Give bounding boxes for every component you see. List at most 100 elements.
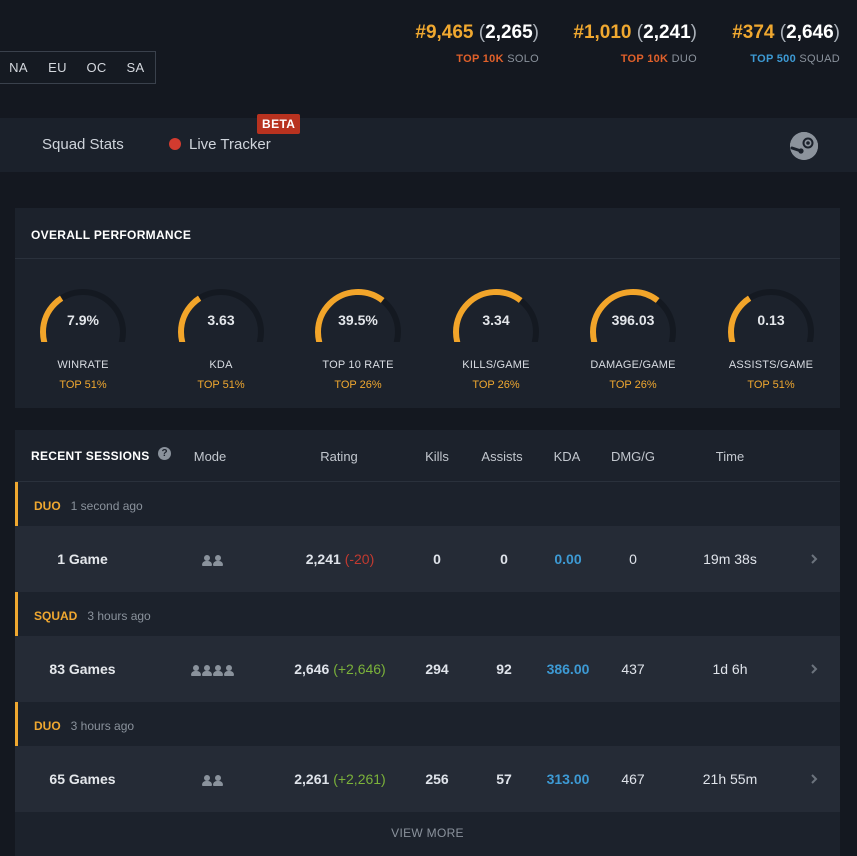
session-time-ago: 3 hours ago [87,609,151,623]
region-filter: NA EU OC SA [0,51,156,84]
player-icon [202,774,212,786]
col-kda: KDA [553,449,581,464]
gauge-5: 0.13 ASSISTS/GAME TOP 51% [716,286,826,391]
col-rating: Rating [320,449,358,464]
rank-mode: SOLO [507,53,539,65]
tab-squad-stats[interactable]: Squad Stats [42,136,124,153]
rank-number: #9,465 [415,22,474,43]
steam-icon[interactable] [790,132,818,160]
session-group: DUO 3 hours ago 65 Games 2,261 (+2,261) 2… [15,702,840,812]
rating-delta: (+2,646) [333,661,386,677]
session-row[interactable]: 65 Games 2,261 (+2,261) 256 57 313.00 46… [15,746,840,812]
gauge-arc [728,288,814,342]
session-group: DUO 1 second ago 1 Game 2,241 (-20) 0 0 0… [15,482,840,592]
session-mode-icons [165,636,260,702]
region-na[interactable]: NA [9,60,28,75]
region-oc[interactable]: OC [86,60,107,75]
gauge-rank: TOP 26% [472,379,520,391]
rating-delta: (+2,261) [333,771,386,787]
rank-rating: 2,241 [643,22,691,43]
session-label: SQUAD 3 hours ago [34,609,151,623]
session-group: SQUAD 3 hours ago 83 Games 2,646 (+2,646)… [15,592,840,702]
region-eu[interactable]: EU [48,60,67,75]
session-mode-icons [165,746,260,812]
chevron-right-icon [811,554,818,564]
session-rating: 2,261 (+2,261) [270,746,410,812]
player-icon [213,664,223,676]
player-icon [202,664,212,676]
rating-value: 2,646 [294,661,330,677]
session-games: 83 Games [49,661,116,677]
gauge-label: KDA [209,359,233,371]
rank-squad: #374 (2,646) TOP 500 SQUAD [732,22,840,65]
session-assists: 0 [500,551,508,567]
gauge-label: ASSISTS/GAME [728,359,814,371]
rank-number: #1,010 [573,22,632,43]
session-duration: 21h 55m [702,771,758,787]
session-assists: 92 [496,661,512,677]
session-assists: 57 [496,771,512,787]
session-label: DUO 1 second ago [34,499,143,513]
live-tracker-label: Live Tracker [189,136,271,153]
rank-number: #374 [732,22,775,43]
player-icon [191,664,201,676]
question-icon[interactable]: ? [158,447,171,460]
chevron-right-icon [811,774,818,784]
gauge-arc [315,288,401,342]
col-time: Time [715,449,745,464]
session-dmg: 437 [621,661,645,677]
rank-rating: 2,646 [786,22,834,43]
tab-live-tracker[interactable]: Live Tracker [169,118,271,172]
col-mode: Mode [193,449,227,464]
player-icon [224,664,234,676]
chevron-right-icon [811,664,818,674]
gauge-4: 396.03 DAMAGE/GAME TOP 26% [578,286,688,391]
session-mode: SQUAD [34,609,78,623]
gauge-arc [453,288,539,342]
gauge-rank: TOP 51% [197,379,245,391]
gauge-label: DAMAGE/GAME [590,359,676,371]
rank-solo: #9,465 (2,265) TOP 10K SOLO [415,22,539,65]
player-icon [213,554,223,566]
session-row[interactable]: 83 Games 2,646 (+2,646) 294 92 386.00 43… [15,636,840,702]
gauge-arc [178,288,264,342]
gauge-value: 3.34 [482,312,510,328]
rating-value: 2,241 [305,551,341,567]
beta-badge: BETA [257,114,301,134]
rank-tier: TOP 500 [750,53,797,65]
session-label: DUO 3 hours ago [34,719,134,733]
rank-mode: DUO [671,53,697,65]
session-games: 1 Game [57,551,108,567]
session-kda: 313.00 [546,771,590,787]
rating-value: 2,261 [294,771,330,787]
session-kills: 294 [425,661,449,677]
rank-tier: TOP 10K [456,53,504,65]
gauge-2: 39.5% TOP 10 RATE TOP 26% [303,286,413,391]
session-kills: 256 [425,771,449,787]
session-row[interactable]: 1 Game 2,241 (-20) 0 0 0.00 0 19m 38s [15,526,840,592]
performance-title: OVERALL PERFORMANCE [31,228,192,242]
session-duration: 19m 38s [703,551,757,567]
divider [15,258,840,259]
session-dmg: 467 [621,771,645,787]
player-icon [213,774,223,786]
gauge-value: 3.63 [207,312,235,328]
gauge-label: WINRATE [57,359,109,371]
gauge-arc [590,288,676,342]
session-games: 65 Games [49,771,116,787]
gauge-rank: TOP 51% [747,379,795,391]
session-kda: 386.00 [546,661,590,677]
stats-navbar: Squad Stats Live Tracker BETA [0,114,857,172]
gauge-rank: TOP 26% [609,379,657,391]
col-dmg: DMG/G [610,449,656,464]
session-kda: 0.00 [554,551,582,567]
gauge-label: TOP 10 RATE [322,359,394,371]
gauge-value: 0.13 [757,312,785,328]
region-sa[interactable]: SA [126,60,145,75]
gauge-value: 7.9% [67,312,99,328]
view-more-button[interactable]: VIEW MORE [391,826,464,840]
rank-duo: #1,010 (2,241) TOP 10K DUO [573,22,697,65]
gauge-0: 7.9% WINRATE TOP 51% [28,286,138,391]
gauge-3: 3.34 KILLS/GAME TOP 26% [441,286,551,391]
session-dmg: 0 [629,551,637,567]
